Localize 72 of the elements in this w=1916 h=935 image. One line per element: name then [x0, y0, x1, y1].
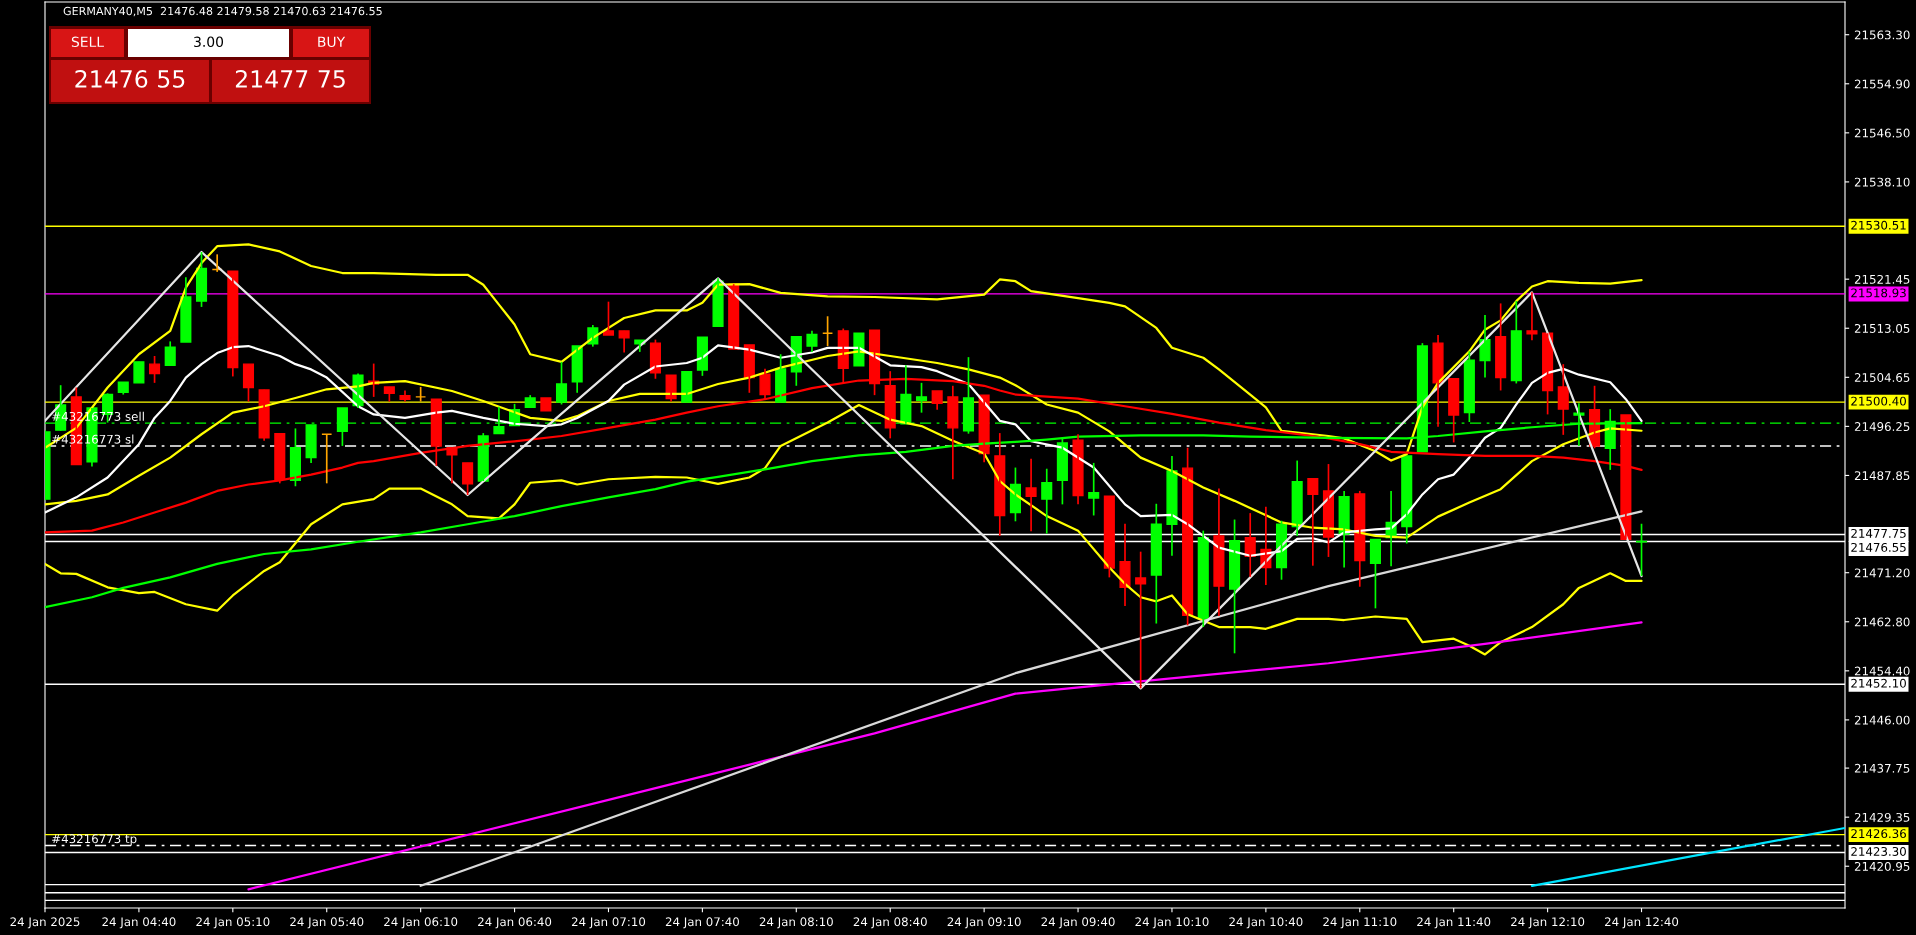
y-tick-label: 21504.65 — [1854, 373, 1910, 382]
y-tick-label: 21446.00 — [1854, 715, 1910, 725]
x-tick-label: 24 Jan 05:10 — [196, 917, 270, 929]
x-tick-label: 24 Jan 07:40 — [665, 917, 739, 929]
x-tick-label: 24 Jan 05:40 — [290, 917, 364, 929]
ref-line-label: 21423.30 — [1851, 847, 1906, 856]
ref-line-label: 21500.40 — [1851, 396, 1906, 406]
candlestick — [321, 433, 333, 485]
y-tick-label: 21487.85 — [1854, 471, 1910, 481]
x-tick-label: 24 Jan 10:40 — [1229, 917, 1303, 929]
candlestick — [555, 360, 568, 406]
candlestick — [1495, 302, 1507, 392]
x-tick-label: 24 Jan 12:10 — [1511, 917, 1585, 929]
x-tick-label: 24 Jan 2025 — [10, 917, 80, 929]
candlestick — [618, 330, 630, 354]
ref-line-label: 21476.55 — [1851, 542, 1906, 552]
y-tick-label: 21429.35 — [1854, 812, 1910, 822]
candlestick — [399, 389, 411, 403]
y-tick-label: 21563.30 — [1854, 30, 1910, 40]
annotation: BUY — [318, 36, 346, 48]
candlestick — [602, 300, 615, 336]
annotation: 3.00 — [194, 36, 224, 48]
x-tick-label: 24 Jan 11:40 — [1417, 917, 1491, 929]
line-series — [247, 621, 1643, 891]
x-tick-label: 24 Jan 09:40 — [1041, 917, 1115, 929]
x-tick-label: 24 Jan 08:40 — [853, 917, 927, 929]
candlestick — [242, 363, 255, 403]
y-tick-label: 21546.50 — [1854, 128, 1910, 138]
candlestick — [540, 397, 552, 412]
ref-line-label: 21426.36 — [1851, 829, 1906, 839]
candlestick — [915, 382, 928, 414]
y-tick-label: 21521.45 — [1854, 274, 1910, 284]
chart-title: GERMANY40,M5 21476.48 21479.58 21470.63 21476.55 — [63, 6, 382, 17]
candlestick — [853, 332, 865, 367]
x-tick-label: 24 Jan 07:10 — [571, 917, 646, 929]
candlestick — [1635, 522, 1648, 577]
x-tick-label: 24 Jan 04:40 — [102, 917, 176, 929]
ref-line-label: 21530.51 — [1851, 220, 1906, 230]
x-tick-label: 24 Jan 11:10 — [1323, 917, 1397, 929]
y-tick-label: 21513.05 — [1854, 323, 1910, 333]
x-tick-label: 24 Jan 10:10 — [1135, 917, 1209, 929]
ref-line-label: 21518.93 — [1851, 288, 1906, 298]
candlestick — [1369, 538, 1381, 610]
ref-line-label: 21452.10 — [1851, 678, 1906, 688]
annotation: SELL — [71, 36, 104, 48]
x-tick-label: 24 Jan 06:40 — [478, 917, 552, 929]
annotation: #43216773 tp — [52, 834, 137, 846]
candlestick — [133, 360, 145, 384]
y-tick-label: 21471.20 — [1854, 568, 1910, 578]
y-tick-label: 21420.95 — [1854, 861, 1910, 871]
y-tick-label: 21554.90 — [1854, 79, 1910, 89]
candlestick — [822, 315, 834, 347]
candlestick — [728, 283, 740, 350]
annotation: 21477 75 — [235, 69, 345, 88]
x-tick-label: 24 Jan 06:10 — [384, 917, 458, 929]
x-tick-label: 24 Jan 09:10 — [947, 917, 1021, 929]
y-tick-label: 21462.80 — [1854, 617, 1910, 627]
y-tick-label: 21454.40 — [1854, 666, 1910, 676]
candlestick — [462, 462, 474, 496]
candlestick — [806, 330, 818, 353]
annotation: #43216773 sell — [52, 411, 144, 421]
candlestick — [1135, 550, 1147, 690]
candlestick — [149, 355, 161, 384]
annotation: 21476 55 — [75, 69, 185, 88]
y-tick-label: 21496.25 — [1854, 422, 1910, 432]
y-tick-label: 21538.10 — [1854, 177, 1910, 187]
line-series — [419, 510, 1643, 887]
x-tick-label: 24 Jan 08:10 — [759, 917, 833, 929]
x-tick-label: 24 Jan 12:40 — [1605, 917, 1679, 929]
ref-line-label: 21477.75 — [1851, 528, 1906, 538]
y-tick-label: 21437.75 — [1854, 763, 1910, 773]
line-series — [45, 250, 1643, 690]
